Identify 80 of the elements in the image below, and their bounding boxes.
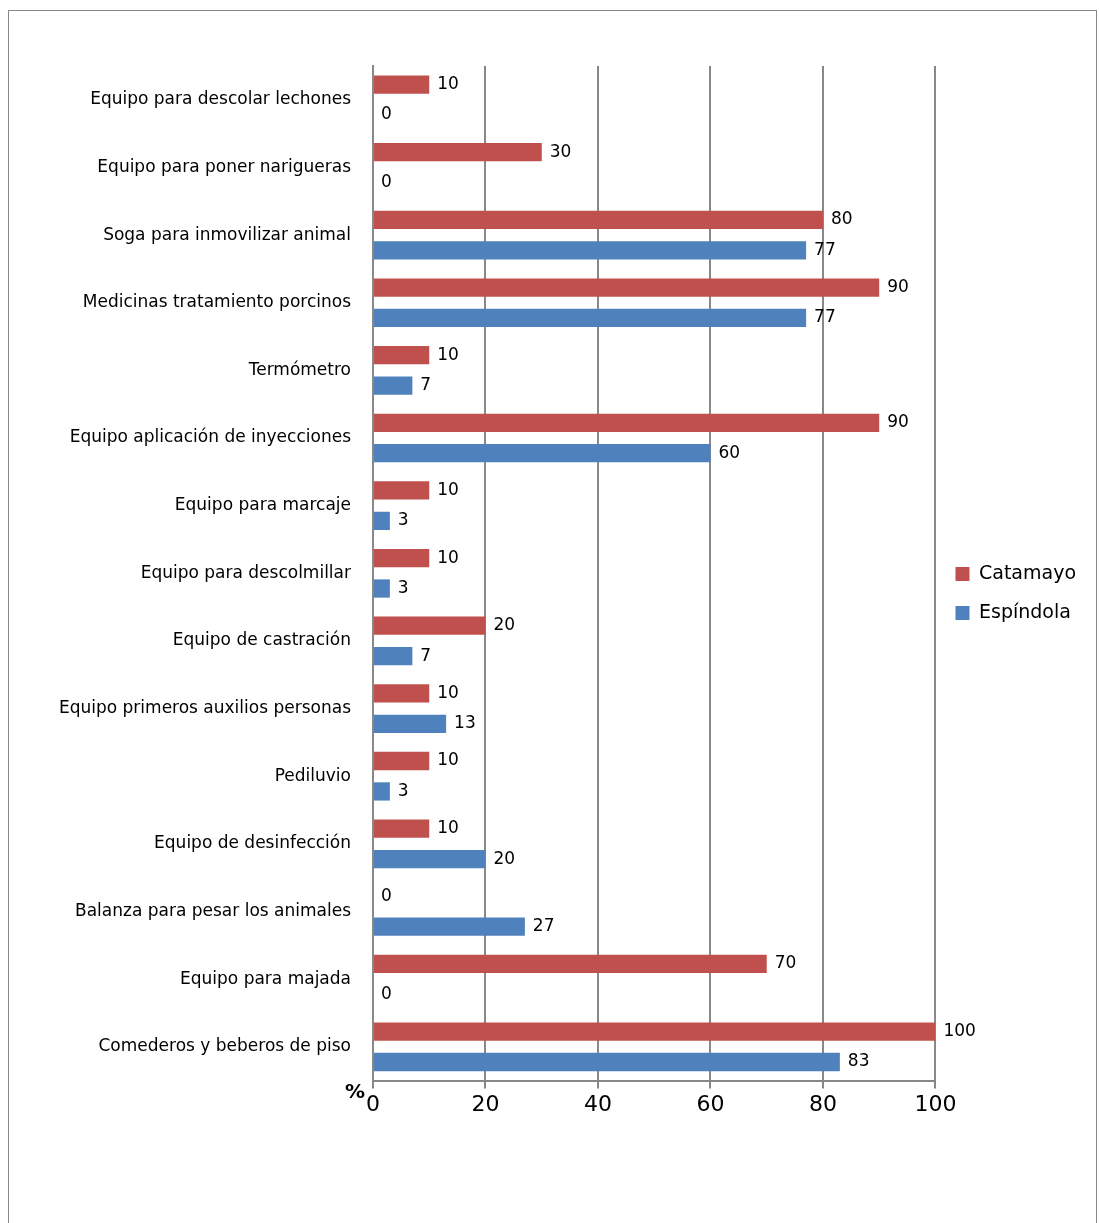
data-label: 0: [381, 171, 392, 192]
y-tick-label: Equipo para descolar lechones: [90, 88, 352, 109]
y-tick-label: Termómetro: [247, 358, 351, 379]
y-tick-label: Equipo de castración: [172, 629, 351, 650]
y-tick-label: Balanza para pesar los animales: [75, 899, 352, 920]
data-label: 100: [943, 1019, 976, 1040]
data-label: 27: [532, 915, 555, 936]
data-label: 60: [718, 441, 741, 462]
bar: [374, 1022, 936, 1041]
data-label: 90: [887, 275, 909, 296]
x-tick-label: 80: [808, 1090, 837, 1116]
data-label: 10: [437, 73, 459, 94]
data-label: 77: [814, 238, 836, 259]
x-tick-label: 40: [583, 1090, 612, 1116]
y-tick-label: Equipo aplicación de inyecciones: [69, 426, 352, 447]
y-tick-label: Equipo para descolmillar: [140, 561, 352, 582]
y-tick-label: Equipo de desinfección: [154, 832, 351, 853]
y-tick-label: Equipo primeros auxilios personas: [58, 697, 352, 717]
bar: [374, 548, 430, 568]
bar: [374, 346, 430, 365]
data-label: 7: [420, 374, 432, 395]
y-tick-label: Equipo para poner narigueras: [97, 155, 352, 176]
bar: [374, 210, 823, 230]
bar: [374, 376, 413, 395]
x-axis-title: %: [344, 1078, 365, 1103]
bar: [374, 849, 486, 869]
bar: [374, 308, 807, 328]
data-label: 90: [887, 411, 909, 432]
bar: [374, 579, 390, 598]
data-label: 30: [549, 140, 572, 161]
data-label: 10: [437, 749, 459, 770]
data-label: 10: [437, 681, 459, 702]
bar: [374, 444, 711, 463]
bar: [374, 647, 413, 666]
data-label: 13: [454, 712, 476, 733]
x-tick-label: 0: [366, 1090, 380, 1116]
bar: [374, 782, 390, 801]
data-label: 83: [847, 1050, 870, 1071]
data-label: 3: [397, 779, 409, 800]
data-label: 10: [437, 478, 459, 499]
bar: [374, 684, 430, 703]
data-label: 70: [774, 952, 797, 973]
bar: [374, 1052, 840, 1072]
y-tick-label: Equipo para majada: [180, 967, 351, 988]
x-tick-label: 60: [696, 1090, 725, 1116]
data-label: 10: [437, 546, 459, 567]
bar: [374, 714, 447, 733]
data-label: 77: [814, 306, 836, 327]
data-label: 20: [493, 614, 516, 635]
bar: [374, 413, 880, 432]
bar: [374, 143, 542, 162]
data-label: 0: [381, 982, 392, 1003]
data-label: 10: [437, 817, 459, 838]
legend-label: Catamayo: [978, 560, 1077, 583]
x-tick-label: 100: [914, 1090, 957, 1116]
bar: [374, 511, 390, 531]
y-tick-label: Equipo para marcaje: [174, 494, 351, 515]
data-label: 7: [420, 644, 432, 665]
y-tick-label: Soga para inmovilizar animal: [103, 223, 351, 244]
y-tick-label: Pediluvio: [274, 764, 351, 785]
data-label: 3: [397, 509, 409, 530]
bar: [374, 616, 486, 635]
data-label: 0: [381, 103, 392, 124]
bar: [374, 75, 430, 94]
bar: [374, 241, 807, 260]
legend-label: Espíndola: [978, 599, 1071, 622]
bar: [374, 481, 430, 500]
bar: [374, 751, 430, 771]
y-tick-label: Medicinas tratamiento porcinos: [82, 291, 352, 312]
x-tick-label: 20: [471, 1090, 500, 1116]
data-label: 10: [437, 343, 459, 364]
bar: [374, 917, 525, 936]
y-tick-label: Comederos y beberos de piso: [98, 1035, 351, 1056]
data-label: 20: [493, 847, 516, 868]
bar: [374, 954, 767, 974]
data-label: 3: [397, 576, 409, 597]
data-label: 80: [830, 208, 853, 229]
data-label: 0: [381, 884, 392, 905]
bar: [374, 278, 880, 297]
bar: [374, 819, 430, 838]
